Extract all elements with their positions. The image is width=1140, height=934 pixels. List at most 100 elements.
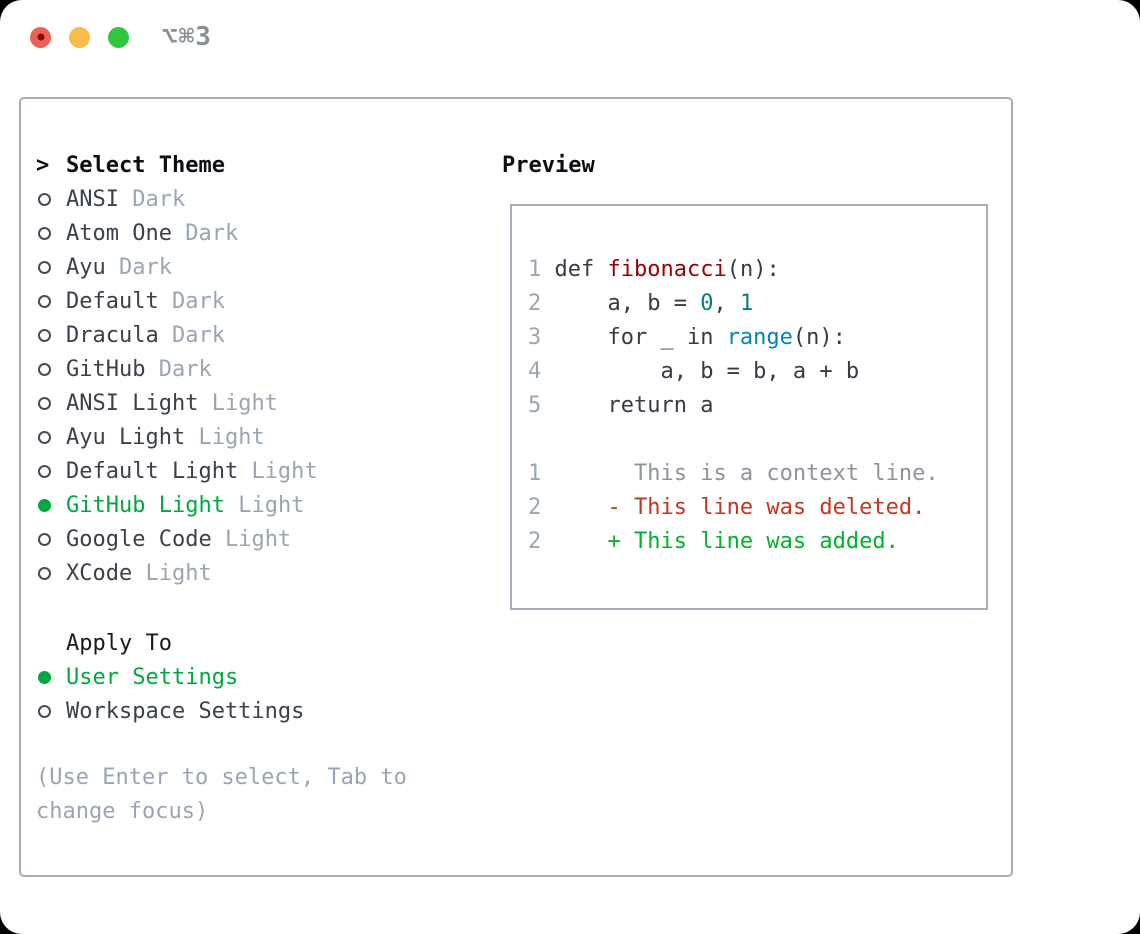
- theme-variant: Light: [224, 526, 292, 552]
- line-content: + This line was added.: [554, 529, 899, 554]
- window-title: ⌥⌘3: [162, 22, 212, 52]
- code-segment-plain: ,: [713, 291, 740, 316]
- line-number: 1: [528, 257, 542, 282]
- help-text: (Use Enter to select, Tab to change focu…: [36, 765, 407, 824]
- code-segment-plain: (n):: [792, 325, 846, 350]
- line-content: return a: [555, 393, 713, 418]
- theme-option-ansi-light[interactable]: ANSI Light Light: [36, 386, 476, 420]
- theme-picker-title: Select Theme: [66, 152, 225, 178]
- theme-option-ayu[interactable]: Ayu Dark: [36, 250, 476, 284]
- spacer: [238, 459, 251, 484]
- radio-selected-icon: [38, 498, 51, 512]
- theme-option-xcode[interactable]: XCode Light: [36, 556, 476, 590]
- radio-icon: [38, 704, 51, 718]
- close-button[interactable]: [30, 26, 51, 48]
- radio-icon: [38, 260, 51, 274]
- spacer: [119, 187, 132, 212]
- radio-gutter: [36, 260, 66, 274]
- line-number: 2: [528, 291, 542, 316]
- prompt-icon: >: [36, 152, 50, 178]
- code-segment-plain: for _ in: [554, 325, 727, 350]
- theme-option-dracula[interactable]: Dracula Dark: [36, 318, 476, 352]
- line-number: 4: [528, 359, 542, 384]
- spacer: [159, 289, 172, 314]
- line-content: - This line was deleted.: [555, 495, 925, 520]
- line-content: for _ in range(n):: [554, 325, 846, 350]
- theme-option-ansi[interactable]: ANSI Dark: [36, 182, 476, 216]
- line-number: 2: [528, 529, 542, 554]
- code-segment-function: fibonacci: [607, 257, 727, 282]
- radio-gutter: [36, 328, 66, 342]
- main-panel: > Select Theme ANSI Dark Atom One Dark Ayu…: [19, 97, 1013, 877]
- radio-icon: [38, 464, 51, 478]
- radio-gutter: [36, 464, 66, 478]
- titlebar: ⌥⌘3: [0, 0, 1140, 74]
- code-segment-plain: a, b =: [554, 291, 701, 316]
- minimize-button[interactable]: [69, 26, 90, 48]
- radio-icon: [38, 294, 51, 308]
- theme-name: ANSI: [66, 186, 119, 212]
- theme-option-ayu-light[interactable]: Ayu Light Light: [36, 420, 476, 454]
- theme-picker: > Select Theme ANSI Dark Atom One Dark Ayu…: [36, 148, 476, 728]
- diff-line: 1 This is a context line.: [528, 457, 986, 491]
- theme-option-github-light[interactable]: GitHub Light Light: [36, 488, 476, 522]
- theme-variant: Dark: [185, 220, 239, 246]
- diff-line: 2 - This line was deleted.: [528, 491, 986, 525]
- theme-variant: Light: [238, 492, 305, 518]
- theme-option-google-code[interactable]: Google Code Light: [36, 522, 476, 556]
- code-segment-number: 0: [700, 291, 714, 316]
- radio-icon: [38, 566, 51, 580]
- theme-variant: Light: [251, 458, 318, 484]
- theme-option-github[interactable]: GitHub Dark: [36, 352, 476, 386]
- spacer: [185, 425, 198, 450]
- diff-line: 2 + This line was added.: [528, 525, 986, 559]
- code-segment-builtin: range: [726, 325, 793, 350]
- radio-gutter: [36, 430, 66, 444]
- prompt-gutter: >: [36, 153, 66, 178]
- unsaved-indicator-icon: [37, 33, 44, 41]
- theme-name: Google Code: [66, 526, 212, 552]
- apply-to-list: User Settings Workspace Settings: [36, 660, 476, 728]
- spacer: [145, 357, 158, 382]
- theme-option-atom-one[interactable]: Atom One Dark: [36, 216, 476, 250]
- spacer: [212, 527, 225, 552]
- radio-icon: [38, 192, 51, 206]
- apply-option-label: Workspace Settings: [66, 698, 305, 724]
- preview-title: Preview: [502, 152, 595, 178]
- zoom-button[interactable]: [108, 26, 129, 48]
- theme-variant: Light: [211, 390, 278, 416]
- apply-option-workspace-settings[interactable]: Workspace Settings: [36, 694, 476, 728]
- theme-name: GitHub Light: [66, 492, 225, 518]
- apply-option-user-settings[interactable]: User Settings: [36, 660, 476, 694]
- line-content: def fibonacci(n):: [555, 257, 780, 282]
- apply-to-header: Apply To: [36, 626, 476, 660]
- theme-name: Atom One: [66, 220, 172, 246]
- line-content: This is a context line.: [555, 461, 939, 486]
- theme-variant: Dark: [158, 356, 212, 382]
- line-content: a, b = b, a + b: [554, 359, 860, 384]
- code-line: 1 def fibonacci(n):: [528, 253, 986, 287]
- theme-picker-header: > Select Theme: [36, 148, 476, 182]
- radio-icon: [38, 532, 51, 546]
- apply-to-title: Apply To: [66, 630, 172, 656]
- theme-variant: Light: [145, 560, 212, 586]
- theme-option-default[interactable]: Default Dark: [36, 284, 476, 318]
- code-line: 2 a, b = 0, 1: [528, 287, 986, 321]
- line-number: 2: [528, 495, 542, 520]
- radio-icon: [38, 226, 51, 240]
- code-line: 3 for _ in range(n):: [528, 321, 986, 355]
- code-segment-number: 1: [739, 291, 754, 316]
- radio-selected-icon: [38, 670, 51, 684]
- theme-name: Default: [66, 288, 159, 314]
- spacer: [172, 221, 185, 246]
- spacer: [225, 493, 238, 518]
- code-segment-plain: a, b = b, a + b: [554, 359, 860, 384]
- theme-name: Default Light: [66, 458, 239, 484]
- radio-gutter: [36, 396, 66, 410]
- theme-option-default-light[interactable]: Default Light Light: [36, 454, 476, 488]
- code-segment-added: + This line was added.: [554, 529, 899, 554]
- code-segment-plain: (n):: [726, 257, 780, 282]
- spacer: [159, 323, 172, 348]
